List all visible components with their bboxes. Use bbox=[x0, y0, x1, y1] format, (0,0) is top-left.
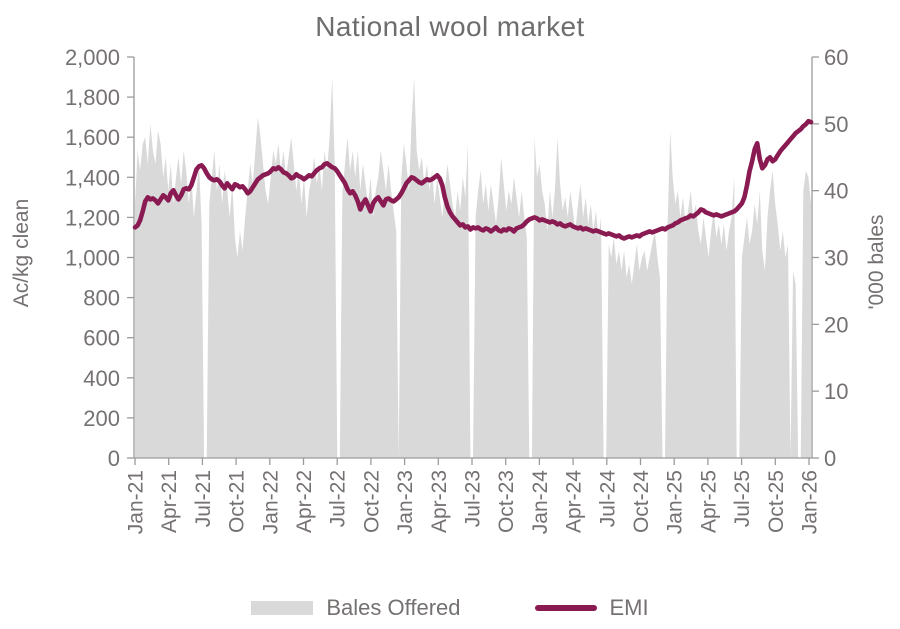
right-axis-tick-label: 40 bbox=[824, 179, 848, 204]
left-axis-tick-label: 1,200 bbox=[65, 205, 120, 230]
emi-line bbox=[132, 118, 814, 241]
x-axis-tick-label: Oct-25 bbox=[765, 470, 788, 533]
x-axis-tick-label: Apr-24 bbox=[563, 470, 586, 533]
x-axis-tick-label: Jan-21 bbox=[125, 470, 148, 534]
left-axis-tick-label: 800 bbox=[83, 286, 120, 311]
x-axis-tick-label: Jan-22 bbox=[259, 470, 282, 534]
left-axis-tick-label: 1,000 bbox=[65, 246, 120, 271]
left-axis-tick-label: 0 bbox=[108, 446, 120, 471]
emi-label: EMI bbox=[609, 595, 649, 620]
x-axis-tick-label: Jul-24 bbox=[596, 470, 619, 528]
emi-swatch bbox=[534, 605, 597, 611]
x-axis-tick-label: Jan-26 bbox=[799, 470, 822, 534]
right-axis-tick-label: 30 bbox=[824, 246, 848, 271]
left-axis-tick-label: 1,600 bbox=[65, 125, 120, 150]
x-axis-tick-label: Jul-21 bbox=[192, 470, 215, 527]
chart-title: National wool market bbox=[315, 11, 585, 42]
x-axis-tick-label: Jan-23 bbox=[394, 470, 417, 534]
left-axis-tick-label: 1,400 bbox=[65, 165, 120, 190]
x-axis-tick-label: Jan-24 bbox=[529, 470, 552, 535]
bales-offered-label: Bales Offered bbox=[326, 595, 461, 620]
legend-item-emi: EMI bbox=[534, 595, 649, 621]
x-axis-tick-label: Jul-23 bbox=[462, 470, 485, 527]
left-axis-tick-label: 400 bbox=[83, 366, 120, 391]
bales-offered-swatch bbox=[251, 601, 314, 615]
right-axis-tick-label: 0 bbox=[824, 446, 836, 471]
right-axis-tick-label: 20 bbox=[824, 312, 848, 337]
x-axis-tick-label: Apr-25 bbox=[697, 470, 720, 533]
x-axis-tick-label: Jan-25 bbox=[664, 470, 687, 534]
x-axis-tick-label: Oct-22 bbox=[360, 470, 383, 533]
right-axis-tick-label: 60 bbox=[824, 45, 848, 70]
left-axis-tick-label: 200 bbox=[83, 406, 120, 431]
left-axis-tick-label: 1,800 bbox=[65, 85, 120, 110]
x-axis-tick-label: Jul-22 bbox=[327, 470, 350, 527]
x-axis-tick-label: Oct-23 bbox=[495, 470, 518, 533]
x-axis-tick-label: Apr-23 bbox=[428, 470, 451, 533]
x-axis-tick-label: Oct-24 bbox=[630, 470, 653, 533]
x-axis-tick-label: Apr-22 bbox=[293, 470, 316, 533]
bales-offered-area bbox=[135, 77, 811, 458]
left-axis-tick-label: 600 bbox=[83, 326, 120, 351]
left-axis-tick-label: 2,000 bbox=[65, 45, 120, 70]
right-axis-tick-label: 50 bbox=[824, 112, 848, 137]
x-axis-tick-label: Oct-21 bbox=[226, 470, 249, 533]
legend: Bales Offered EMI bbox=[0, 595, 900, 621]
x-axis-tick-label: Apr-21 bbox=[158, 470, 181, 533]
legend-item-bales-offered: Bales Offered bbox=[251, 595, 461, 621]
x-axis-tick-label: Jul-25 bbox=[731, 470, 754, 527]
right-axis-tick-label: 10 bbox=[824, 379, 848, 404]
